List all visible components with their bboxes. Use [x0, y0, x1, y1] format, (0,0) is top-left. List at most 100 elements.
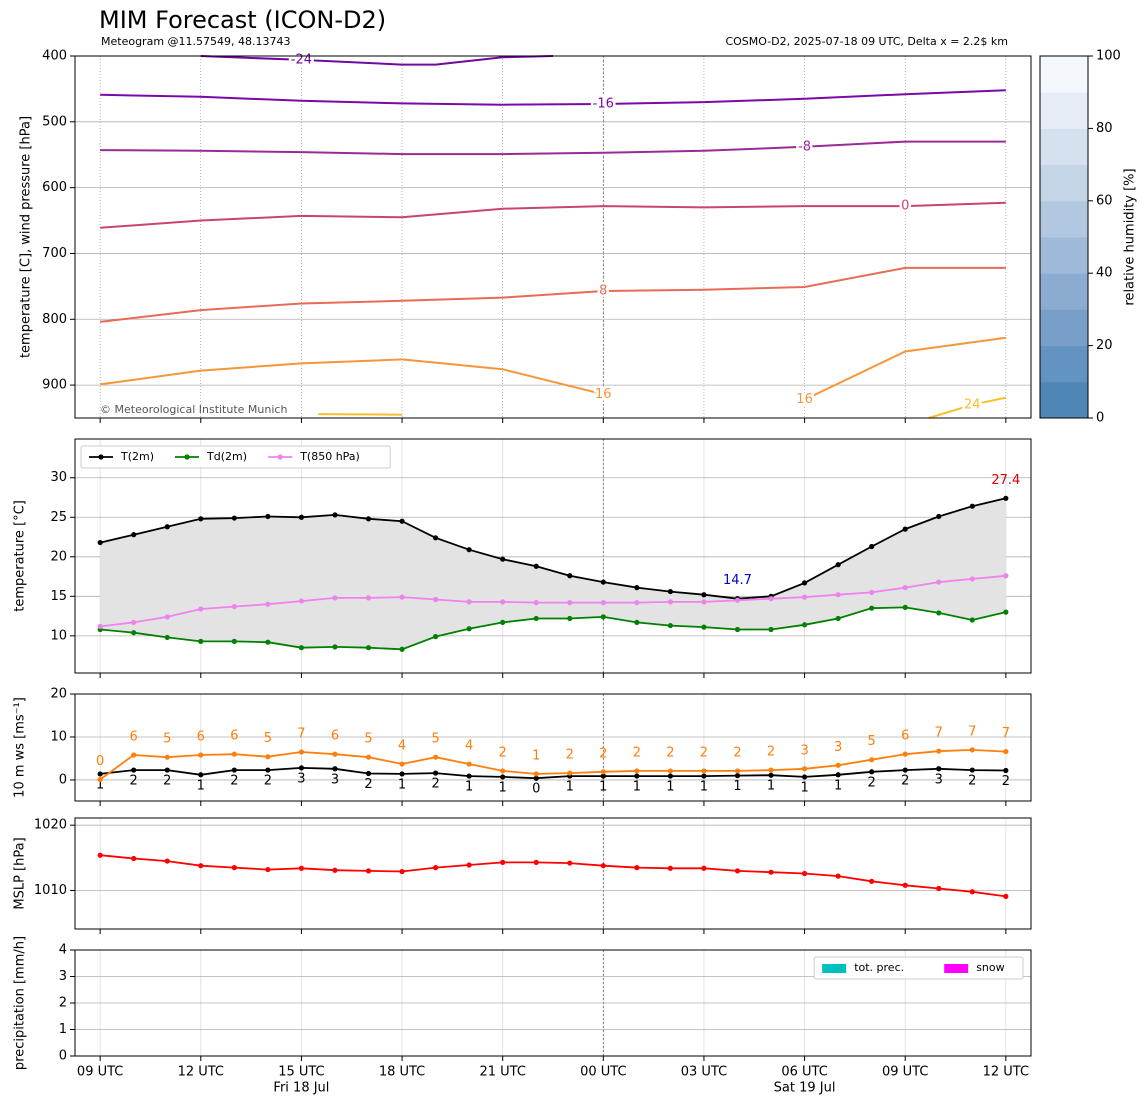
- title: MIM Forecast (ICON-D2): [99, 6, 386, 34]
- legend-label: Td(2m): [206, 450, 247, 463]
- series-point: [768, 596, 774, 602]
- series-point: [298, 749, 305, 755]
- series-line: [100, 574, 1006, 628]
- series-point: [936, 748, 942, 754]
- legend-swatch: [944, 964, 969, 973]
- y-axis-label: 10 m ws [ms⁻¹]: [13, 697, 28, 798]
- series-point: [298, 865, 305, 871]
- series-point: [701, 599, 707, 605]
- series-point: [365, 516, 372, 522]
- series-point: [567, 770, 573, 776]
- series-point: [399, 868, 405, 875]
- series-point: [734, 768, 741, 774]
- series-point: [332, 512, 338, 518]
- series-point: [600, 863, 606, 869]
- y-tick-label: 10: [50, 729, 67, 744]
- run-info: COSMO-D2, 2025-07-18 09 UTC, Delta x = 2…: [725, 35, 1008, 48]
- value-label: 1: [465, 780, 473, 795]
- value-label: 6: [130, 730, 138, 745]
- value-label: 1: [197, 778, 205, 793]
- series-point: [902, 604, 908, 610]
- y-tick-label: 800: [42, 312, 67, 327]
- value-label: 2: [767, 745, 775, 760]
- series-point: [969, 767, 975, 773]
- y-tick-label: 20: [50, 687, 67, 702]
- series-line: [99, 748, 1006, 781]
- series-point: [869, 757, 875, 763]
- isotherm: [100, 140, 1006, 156]
- series-point: [500, 599, 506, 605]
- isotherm: [100, 266, 1006, 323]
- x-tick-label: 06 UTC: [781, 1065, 827, 1080]
- value-label: 7: [968, 724, 976, 739]
- series-point: [701, 624, 707, 630]
- series-point: [231, 603, 237, 610]
- value-label: 6: [197, 730, 205, 745]
- series-point: [567, 573, 573, 579]
- value-label: 2: [666, 745, 674, 760]
- series-point: [835, 562, 841, 568]
- series-line: [100, 606, 1007, 651]
- colorbar-step: [1040, 128, 1088, 166]
- series-point: [634, 600, 640, 606]
- y-tick-label: 700: [42, 246, 67, 261]
- value-label: 6: [331, 729, 339, 744]
- series-point: [131, 630, 137, 636]
- series-point: [734, 626, 741, 633]
- legend-marker: [98, 454, 104, 460]
- series-point: [231, 751, 237, 757]
- series-point: [801, 580, 808, 586]
- y-tick-label: 0: [59, 772, 67, 787]
- series-point: [231, 638, 237, 644]
- series-point: [231, 767, 237, 773]
- y-tick-label: 0: [59, 1049, 67, 1064]
- y-axis-label: temperature [°C]: [13, 500, 28, 612]
- series-point: [365, 595, 372, 601]
- legend-label: T(850 hPa): [299, 450, 360, 463]
- series-point: [969, 576, 975, 582]
- series-point: [399, 518, 405, 524]
- series-point: [365, 645, 372, 651]
- x-tick-label: 09 UTC: [77, 1065, 123, 1080]
- value-label: 1: [800, 780, 808, 795]
- plot-frame: [74, 949, 1032, 1057]
- series-point: [1003, 748, 1009, 755]
- series-point: [164, 614, 170, 620]
- isotherm: [100, 336, 1006, 401]
- series-point: [231, 515, 237, 521]
- series-point: [667, 588, 674, 595]
- series-point: [667, 865, 674, 871]
- x-tick-label: 12 UTC: [178, 1065, 224, 1080]
- series-point: [500, 774, 506, 780]
- series-point: [365, 770, 372, 777]
- series-point: [701, 768, 707, 774]
- isotherm: [200, 55, 554, 66]
- series-point: [500, 556, 506, 562]
- value-label: 2: [264, 774, 272, 789]
- series-point: [399, 771, 405, 777]
- legend-swatch: [822, 964, 847, 973]
- value-label: 5: [868, 734, 876, 749]
- date-label: Sat 19 Jul: [774, 1081, 836, 1096]
- series-point: [332, 644, 338, 650]
- series-point: [634, 773, 640, 779]
- series-point: [533, 600, 539, 606]
- y-tick-label: 1010: [34, 883, 67, 898]
- colorbar-step: [1040, 345, 1088, 383]
- legend-label: T(2m): [120, 450, 154, 463]
- isotherm-label: 0: [901, 199, 909, 214]
- series-point: [600, 600, 606, 606]
- x-tick-label: 21 UTC: [479, 1065, 525, 1080]
- colorbar-step: [1040, 200, 1088, 238]
- colorbar-step: [1040, 273, 1088, 310]
- colorbar-step: [1040, 92, 1088, 129]
- value-label: 5: [264, 731, 272, 746]
- series-point: [365, 754, 372, 760]
- value-label: 3: [834, 740, 842, 755]
- value-label: 5: [163, 732, 171, 747]
- plot-area: [75, 694, 1031, 801]
- value-label: 2: [700, 745, 708, 760]
- value-label: 2: [566, 748, 574, 763]
- series-point: [969, 889, 975, 895]
